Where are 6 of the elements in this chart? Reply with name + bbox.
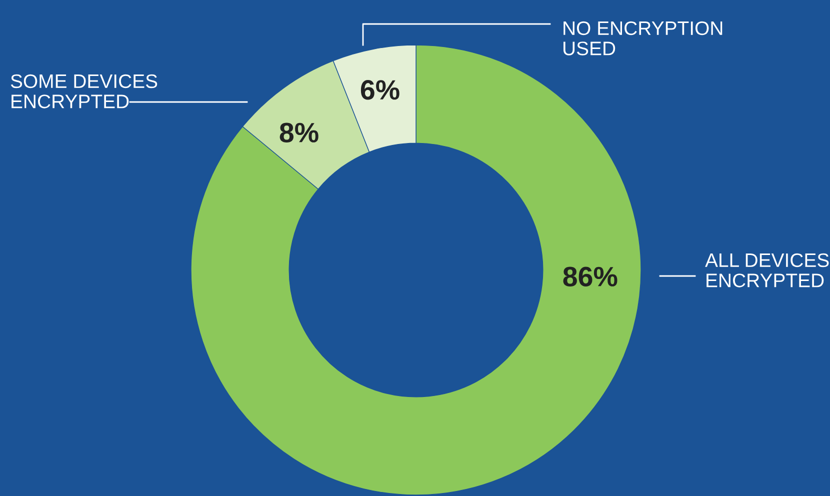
slice-label: ALL DEVICES ENCRYPTED <box>705 253 829 288</box>
data-label: 8% <box>280 122 318 142</box>
slice-label: NO ENCRYPTION USED <box>564 21 722 56</box>
data-label: 86% <box>563 266 618 286</box>
slice-label: SOME DEVICES ENCRYPTED <box>10 74 158 108</box>
data-label: 6% <box>360 80 400 100</box>
